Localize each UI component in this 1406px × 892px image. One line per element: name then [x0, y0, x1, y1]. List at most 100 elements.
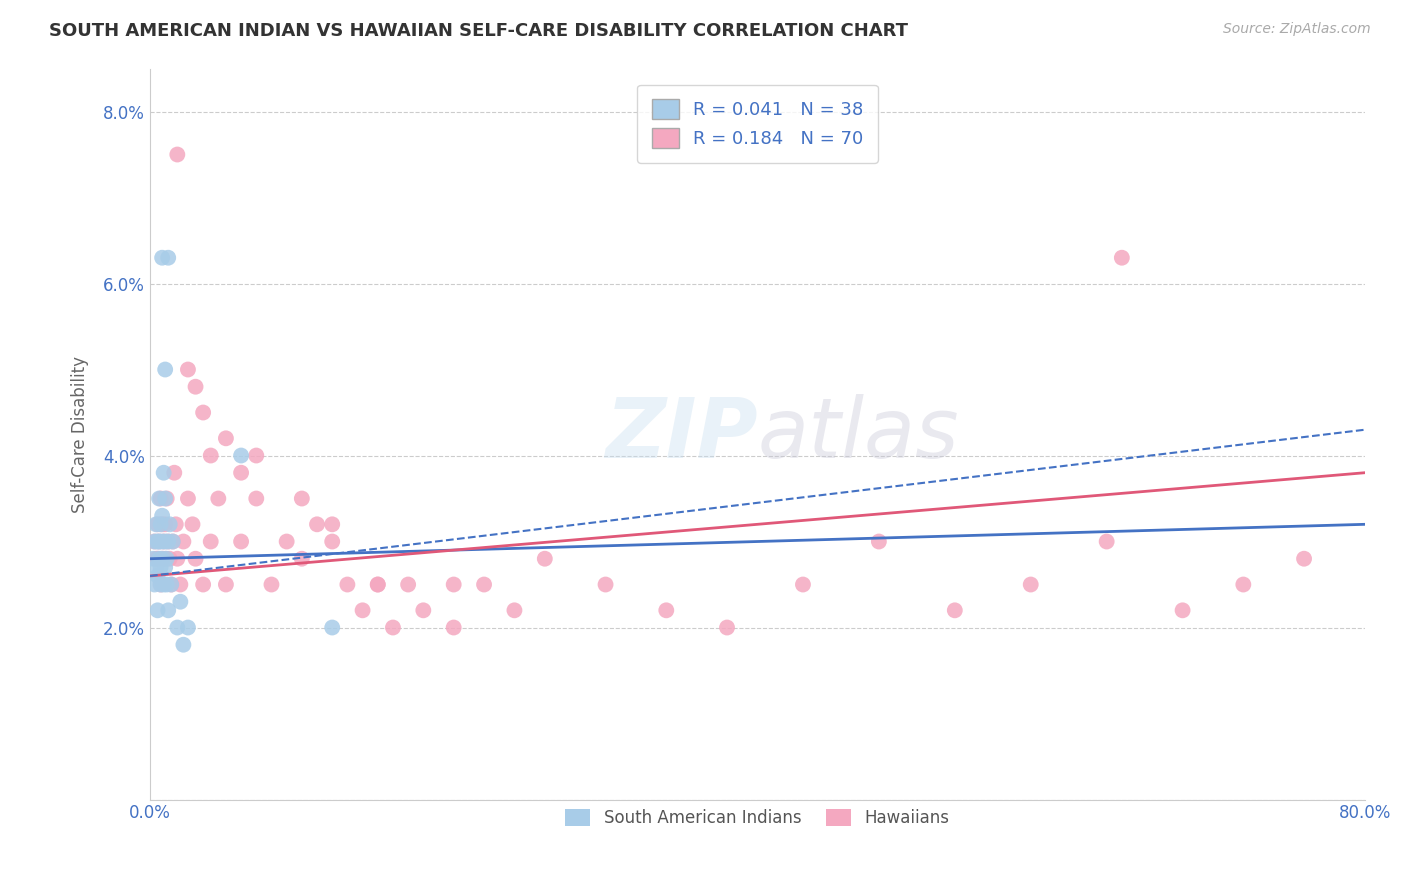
Point [153, 560, 176, 574]
Point [148, 534, 170, 549]
Point [177, 362, 200, 376]
Point [245, 491, 267, 506]
Point [169, 577, 191, 591]
Point [336, 577, 359, 591]
Point [145, 517, 167, 532]
Legend: South American Indians, Hawaiians: South American Indians, Hawaiians [557, 800, 957, 835]
Point [160, 577, 183, 591]
Point [143, 534, 166, 549]
Point [162, 534, 184, 549]
Text: atlas: atlas [758, 393, 959, 475]
Point [655, 603, 678, 617]
Text: Source: ZipAtlas.com: Source: ZipAtlas.com [1223, 22, 1371, 37]
Point [152, 577, 174, 591]
Point [177, 621, 200, 635]
Point [159, 551, 181, 566]
Point [1019, 577, 1042, 591]
Point [157, 251, 180, 265]
Point [149, 491, 172, 506]
Point [146, 551, 169, 566]
Point [291, 551, 314, 566]
Point [150, 551, 173, 566]
Point [166, 621, 188, 635]
Point [215, 431, 238, 445]
Point [305, 517, 328, 532]
Point [172, 534, 194, 549]
Y-axis label: Self-Care Disability: Self-Care Disability [72, 356, 89, 513]
Point [245, 449, 267, 463]
Point [191, 577, 214, 591]
Point [381, 621, 404, 635]
Point [150, 508, 173, 523]
Point [367, 577, 389, 591]
Point [148, 551, 170, 566]
Point [443, 621, 465, 635]
Point [146, 569, 169, 583]
Point [207, 491, 229, 506]
Point [169, 595, 191, 609]
Point [160, 577, 183, 591]
Point [792, 577, 814, 591]
Point [159, 517, 181, 532]
Point [143, 534, 166, 549]
Point [142, 551, 165, 566]
Point [443, 577, 465, 591]
Point [148, 534, 170, 549]
Point [166, 147, 188, 161]
Point [152, 534, 174, 549]
Point [157, 534, 180, 549]
Point [868, 534, 890, 549]
Point [149, 560, 172, 574]
Point [153, 362, 176, 376]
Point [153, 534, 176, 549]
Point [156, 491, 179, 506]
Point [200, 534, 222, 549]
Point [533, 551, 555, 566]
Point [162, 534, 184, 549]
Point [943, 603, 966, 617]
Point [150, 517, 173, 532]
Point [229, 449, 252, 463]
Point [166, 551, 188, 566]
Point [367, 577, 389, 591]
Point [472, 577, 495, 591]
Point [1171, 603, 1194, 617]
Point [149, 517, 172, 532]
Point [1294, 551, 1316, 566]
Point [153, 491, 176, 506]
Point [184, 380, 207, 394]
Point [321, 534, 343, 549]
Point [229, 534, 252, 549]
Text: ZIP: ZIP [605, 393, 758, 475]
Point [156, 577, 179, 591]
Point [229, 466, 252, 480]
Point [321, 517, 343, 532]
Point [153, 517, 176, 532]
Point [412, 603, 434, 617]
Point [146, 603, 169, 617]
Point [1095, 534, 1118, 549]
Point [165, 517, 187, 532]
Point [1232, 577, 1254, 591]
Point [143, 577, 166, 591]
Point [321, 621, 343, 635]
Point [177, 491, 200, 506]
Point [156, 551, 179, 566]
Point [396, 577, 419, 591]
Point [191, 405, 214, 419]
Point [163, 466, 186, 480]
Point [146, 517, 169, 532]
Point [595, 577, 617, 591]
Point [149, 577, 172, 591]
Point [503, 603, 526, 617]
Point [157, 534, 180, 549]
Point [181, 517, 204, 532]
Point [157, 603, 180, 617]
Point [149, 577, 172, 591]
Point [150, 551, 173, 566]
Point [276, 534, 298, 549]
Point [152, 466, 174, 480]
Point [150, 534, 173, 549]
Text: SOUTH AMERICAN INDIAN VS HAWAIIAN SELF-CARE DISABILITY CORRELATION CHART: SOUTH AMERICAN INDIAN VS HAWAIIAN SELF-C… [49, 22, 908, 40]
Point [260, 577, 283, 591]
